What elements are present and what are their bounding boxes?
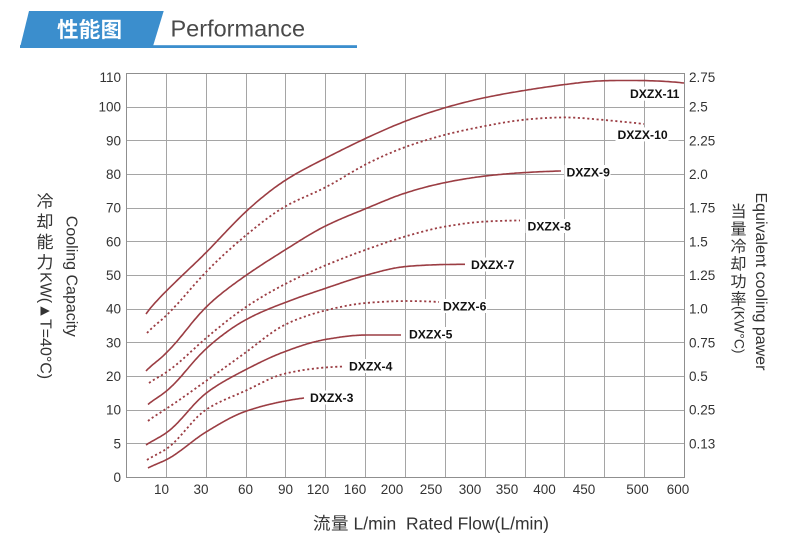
svg-text:DXZX-11: DXZX-11 [630, 87, 680, 101]
svg-text:1.5: 1.5 [689, 234, 708, 249]
svg-text:Cooling Capacity: Cooling Capacity [63, 216, 80, 337]
svg-text:20: 20 [106, 369, 121, 384]
svg-text:60: 60 [106, 234, 121, 249]
svg-text:DXZX-4: DXZX-4 [349, 359, 393, 373]
svg-text:1.25: 1.25 [689, 268, 715, 283]
svg-text:2.25: 2.25 [689, 133, 715, 148]
svg-text:50: 50 [106, 268, 121, 283]
svg-text:120: 120 [307, 482, 330, 497]
svg-text:DXZX-10: DXZX-10 [618, 128, 668, 142]
svg-text:DXZX-6: DXZX-6 [443, 299, 487, 313]
svg-text:40: 40 [106, 302, 121, 317]
svg-text:0: 0 [113, 470, 121, 485]
svg-text:DXZX-3: DXZX-3 [310, 391, 354, 405]
svg-text:110: 110 [99, 70, 121, 85]
svg-text:30: 30 [106, 335, 121, 350]
svg-text:350: 350 [496, 482, 519, 497]
svg-text:L/min Rated Flow(L/min): L/min Rated Flow(L/min) [354, 513, 549, 533]
svg-text:0.25: 0.25 [689, 403, 715, 418]
svg-text:2.5: 2.5 [689, 100, 708, 115]
svg-text:Equivalent cooling pawer: Equivalent cooling pawer [752, 193, 769, 372]
svg-text:10: 10 [154, 482, 169, 497]
svg-text:5: 5 [113, 436, 121, 451]
svg-text:90: 90 [278, 482, 293, 497]
svg-text:Performance: Performance [171, 16, 306, 42]
svg-text:10: 10 [106, 403, 121, 418]
svg-text:200: 200 [381, 482, 404, 497]
svg-text:70: 70 [106, 201, 121, 216]
svg-text:1.0: 1.0 [689, 302, 708, 317]
svg-text:DXZX-7: DXZX-7 [471, 258, 515, 272]
svg-text:30: 30 [193, 482, 208, 497]
svg-text:DXZX-8: DXZX-8 [528, 219, 572, 233]
svg-text:60: 60 [238, 482, 253, 497]
svg-text:400: 400 [533, 482, 556, 497]
svg-text:250: 250 [420, 482, 443, 497]
svg-text:2.0: 2.0 [689, 167, 708, 182]
svg-text:(KW°C): (KW°C) [732, 306, 748, 354]
svg-text:0.5: 0.5 [689, 369, 708, 384]
svg-text:160: 160 [344, 482, 367, 497]
svg-text:DXZX-5: DXZX-5 [409, 327, 453, 341]
svg-text:DXZX-9: DXZX-9 [567, 165, 611, 179]
svg-text:100: 100 [98, 100, 121, 115]
svg-text:0.13: 0.13 [689, 436, 715, 451]
svg-text:2.75: 2.75 [689, 70, 715, 85]
svg-text:600: 600 [667, 482, 690, 497]
svg-text:500: 500 [626, 482, 649, 497]
svg-text:1.75: 1.75 [689, 201, 715, 216]
svg-text:0.75: 0.75 [689, 335, 715, 350]
svg-text:90: 90 [106, 133, 121, 148]
svg-text:80: 80 [106, 167, 121, 182]
svg-text:300: 300 [459, 482, 482, 497]
svg-text:450: 450 [573, 482, 596, 497]
svg-text:KW(▲T=40°C): KW(▲T=40°C) [37, 272, 54, 379]
